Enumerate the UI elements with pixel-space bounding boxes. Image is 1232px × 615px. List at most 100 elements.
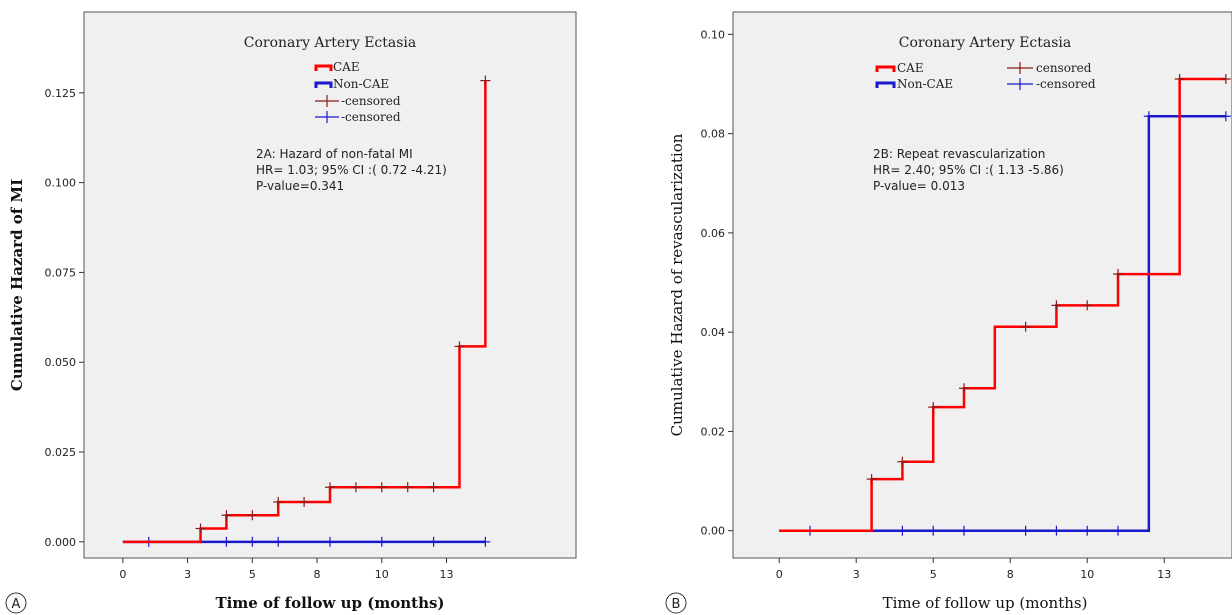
y-axis-title-b: Cumulative Hazard of revascularization [668,133,686,436]
legend-swatch-cae-b [875,65,896,72]
censor-mark-non-cae-b [959,525,970,536]
censor-mark-non-cae-a [325,536,335,547]
legend-swatch-censored-cae-a [315,95,339,107]
x-tick-label-a: 8 [314,568,321,581]
annotation-a-line-1: 2A: Hazard of non-fatal MI [256,147,413,161]
censor-mark-non-cae-a [221,536,232,547]
annotation-b-line-1: 2B: Repeat revascularization [873,147,1045,161]
censor-mark-non-cae-b [897,525,908,536]
y-tick-label-a: 0.100 [45,177,77,190]
x-tick-label-b: 10 [1080,568,1094,581]
plot-area-b [732,11,1232,559]
x-tick-label-a: 5 [249,568,256,581]
x-tick-label-b: 8 [1007,568,1014,581]
y-tick-label-a: 0.050 [45,356,77,369]
y-tick-label-b: 0.06 [701,227,726,240]
x-tick-label-a: 3 [184,568,191,581]
censor-mark-cae-a [325,482,335,493]
legend-title-b: Coronary Artery Ectasia [899,35,1071,51]
plot-area-a [83,11,577,559]
censor-mark-non-cae-b [1113,525,1124,536]
censor-mark-cae-b [897,456,908,467]
censor-mark-cae-a [376,482,387,493]
y-tick-label-a: 0.025 [45,446,77,459]
x-tick-label-b: 13 [1157,568,1171,581]
x-axis-title-b: Time of follow up (months) [883,594,1088,612]
legend-label-noncae-a: Non-CAE [333,77,389,91]
annotation-a-line-2: HR= 1.03; 95% CI :( 0.72 -4.21) [256,163,447,177]
x-tick-label-a: 10 [375,568,389,581]
panel-badge-b [665,592,687,614]
censor-mark-non-cae-b [1020,525,1031,536]
censor-mark-cae-a [247,510,258,521]
legend-swatch-censored-noncae-a [315,111,339,123]
panel-badge-label-b: B [672,597,681,612]
y-tick-label-a: 0.075 [45,266,77,279]
censor-mark-non-cae-a [376,536,387,547]
step-line-cae-b [779,77,1226,532]
censor-mark-cae-b [866,474,877,485]
axes-b: 0.00 0.02 0.04 0.06 0.08 0.10 0 3 5 8 10 13 [701,28,1172,581]
annotation-b-line-3: P-value= 0.013 [873,179,965,193]
annotation-a-line-3: P-value=0.341 [256,179,344,193]
legend-title-a: Coronary Artery Ectasia [244,35,416,51]
censor-mark-cae-b [928,402,939,413]
x-axis-title-a: Time of follow up (months) [215,594,444,612]
y-tick-label-a: 0.000 [45,536,77,549]
x-tick-label-a: 13 [440,568,454,581]
censor-mark-cae-a [299,496,310,507]
censor-mark-cae-b [959,383,970,394]
censor-mark-cae-a [273,496,284,507]
legend-label-censored-cae-b: censored [1036,61,1092,75]
censor-mark-non-cae-a [273,536,284,547]
legend-label-noncae-b: Non-CAE [897,77,953,91]
x-tick-label-b: 3 [853,568,860,581]
y-tick-label-b: 0.04 [701,326,726,339]
legend-b: CAE Non-CAE censored -censored [875,61,1096,91]
censor-mark-cae-a [350,482,361,493]
censor-mark-non-cae-b [1220,111,1231,122]
legend-label-censored-cae-a: -censored [341,94,401,108]
panel-b: 0.00 0.02 0.04 0.06 0.08 0.10 0 3 5 8 10 13 Coronar… [665,11,1232,614]
series-b [779,74,1231,536]
censor-mark-non-cae-b [1051,525,1062,536]
censor-mark-cae-b [1220,74,1231,85]
legend-swatch-cae-a [314,64,333,71]
censor-mark-cae-b [1051,300,1062,311]
censor-mark-cae-b [1113,269,1124,280]
x-tick-label-b: 0 [776,568,783,581]
legend-label-censored-noncae-a: -censored [341,110,401,124]
legend-swatch-noncae-a [314,81,333,88]
censor-mark-non-cae-b [1082,525,1093,536]
axes-a: 0.000 0.025 0.050 0.075 0.100 0.125 0 3 5 8 10 13 [45,87,454,581]
censor-mark-cae-b [1174,74,1185,85]
annotation-b-line-2: HR= 2.40; 95% CI :( 1.13 -5.86) [873,163,1064,177]
annotation-a: 2A: Hazard of non-fatal MI HR= 1.03; 95%… [256,147,447,193]
censor-mark-non-cae-a [480,536,491,547]
legend-label-cae-b: CAE [897,61,924,75]
legend-swatch-censored-cae-b [1007,62,1033,74]
y-tick-label-b: 0.00 [701,525,726,538]
legend-a: CAE Non-CAE -censored -censored [314,60,401,124]
censor-mark-non-cae-b [928,525,939,536]
censor-mark-non-cae-b [1143,111,1154,122]
series-a [122,75,491,547]
censor-mark-cae-b [1082,300,1093,311]
censor-mark-cae-a [454,341,465,352]
legend-label-cae-a: CAE [333,60,360,74]
censor-mark-cae-a [428,482,439,493]
legend-label-censored-noncae-b: -censored [1036,77,1096,91]
censor-mark-cae-a [480,75,491,86]
panel-a: 0.000 0.025 0.050 0.075 0.100 0.125 0 3 5 8 10 13 C… [5,11,577,614]
annotation-b: 2B: Repeat revascularization HR= 2.40; 9… [873,147,1064,193]
y-axis-title-a: Cumulative Hazard of MI [8,179,26,391]
censor-mark-cae-b [1020,321,1031,332]
legend-swatch-censored-noncae-b [1007,78,1033,90]
panel-badge-a [5,592,27,614]
legend-swatch-noncae-b [875,81,896,88]
y-tick-label-b: 0.08 [701,128,726,141]
y-tick-label-b: 0.10 [701,28,726,41]
x-tick-label-a: 0 [119,568,126,581]
censor-mark-cae-a [221,510,232,521]
